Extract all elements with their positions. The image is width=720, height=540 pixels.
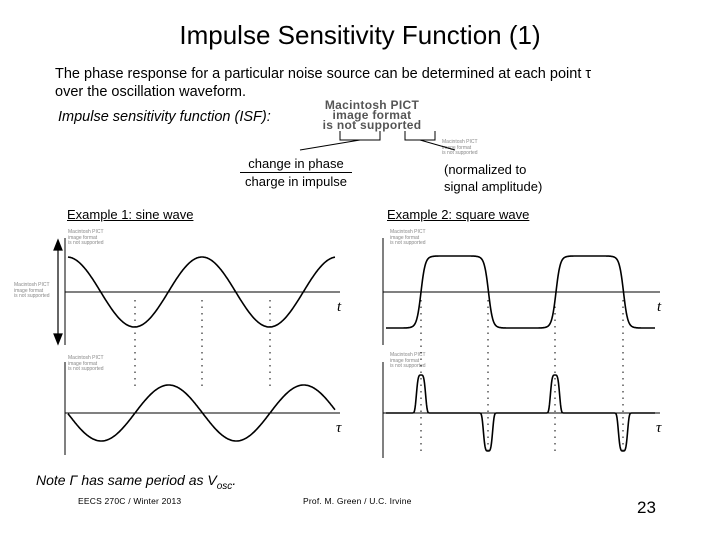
page-number: 23 [637, 498, 656, 517]
note-sub: osc [216, 480, 233, 492]
note-suffix: . [232, 472, 237, 488]
ex1-sine-isf [67, 384, 336, 442]
ex2-t-label: t [657, 299, 662, 315]
fraction-numerator: change in phase [240, 155, 352, 173]
bracket-left-stem [299, 139, 361, 151]
pict-placeholder-amplitude: Macintosh PICT image format is not suppo… [14, 282, 50, 299]
normalized-note: (normalized to signal amplitude) [444, 161, 542, 195]
ex2-square-isf [386, 374, 655, 452]
bracket-left [339, 131, 381, 141]
ex1-tau-label: τ [336, 420, 342, 436]
isf-fraction: change in phase charge in impulse [240, 155, 352, 190]
intro-line-1: The phase response for a particular nois… [55, 66, 592, 82]
ex2-tau-label: τ [656, 420, 662, 436]
normalized-line-1: (normalized to [444, 162, 527, 177]
ex1-t-label: t [337, 299, 342, 315]
note-text: Note Γ has same period as Vosc. [36, 472, 236, 492]
pict-placeholder-sine-wave: Macintosh PICT image format is not suppo… [68, 229, 104, 246]
pict-placeholder-square-wave: Macintosh PICT image format is not suppo… [390, 229, 426, 246]
fraction-denominator: charge in impulse [245, 174, 347, 189]
pict-line-3: is not supported [322, 118, 422, 132]
bracket-right-stem [419, 139, 456, 151]
pict-line-2: image format [332, 108, 412, 122]
ex2-square-waveform [386, 255, 655, 329]
pict-placeholder-square-isf: Macintosh PICT image format is not suppo… [390, 352, 426, 369]
pict-placeholder-equation: Macintosh PICT image format is not suppo… [306, 98, 438, 132]
example-2-label: Example 2: square wave [387, 207, 530, 222]
isf-label: Impulse sensitivity function (ISF): [58, 109, 271, 125]
pict-placeholder-sine-isf: Macintosh PICT image format is not suppo… [68, 355, 104, 372]
pict-line-1: Macintosh PICT [324, 98, 420, 112]
intro-text: The phase response for a particular nois… [55, 65, 675, 101]
equation-brackets [299, 131, 456, 151]
intro-line-2: over the oscillation waveform. [55, 84, 246, 100]
amplitude-arrow [53, 238, 63, 346]
normalized-line-2: signal amplitude) [444, 179, 543, 194]
footer-course: EECS 270C / Winter 2013 [78, 496, 182, 506]
pict-placeholder-normalized: Macintosh PICT image format is not suppo… [442, 139, 478, 156]
footer-author: Prof. M. Green / U.C. Irvine [303, 496, 412, 506]
example-1-label: Example 1: sine wave [67, 207, 194, 222]
bracket-right [404, 131, 436, 141]
ex1-sine-waveform [67, 256, 336, 328]
slide-title: Impulse Sensitivity Function (1) [179, 20, 541, 50]
note-prefix: Note Γ has same period as V [36, 472, 217, 488]
